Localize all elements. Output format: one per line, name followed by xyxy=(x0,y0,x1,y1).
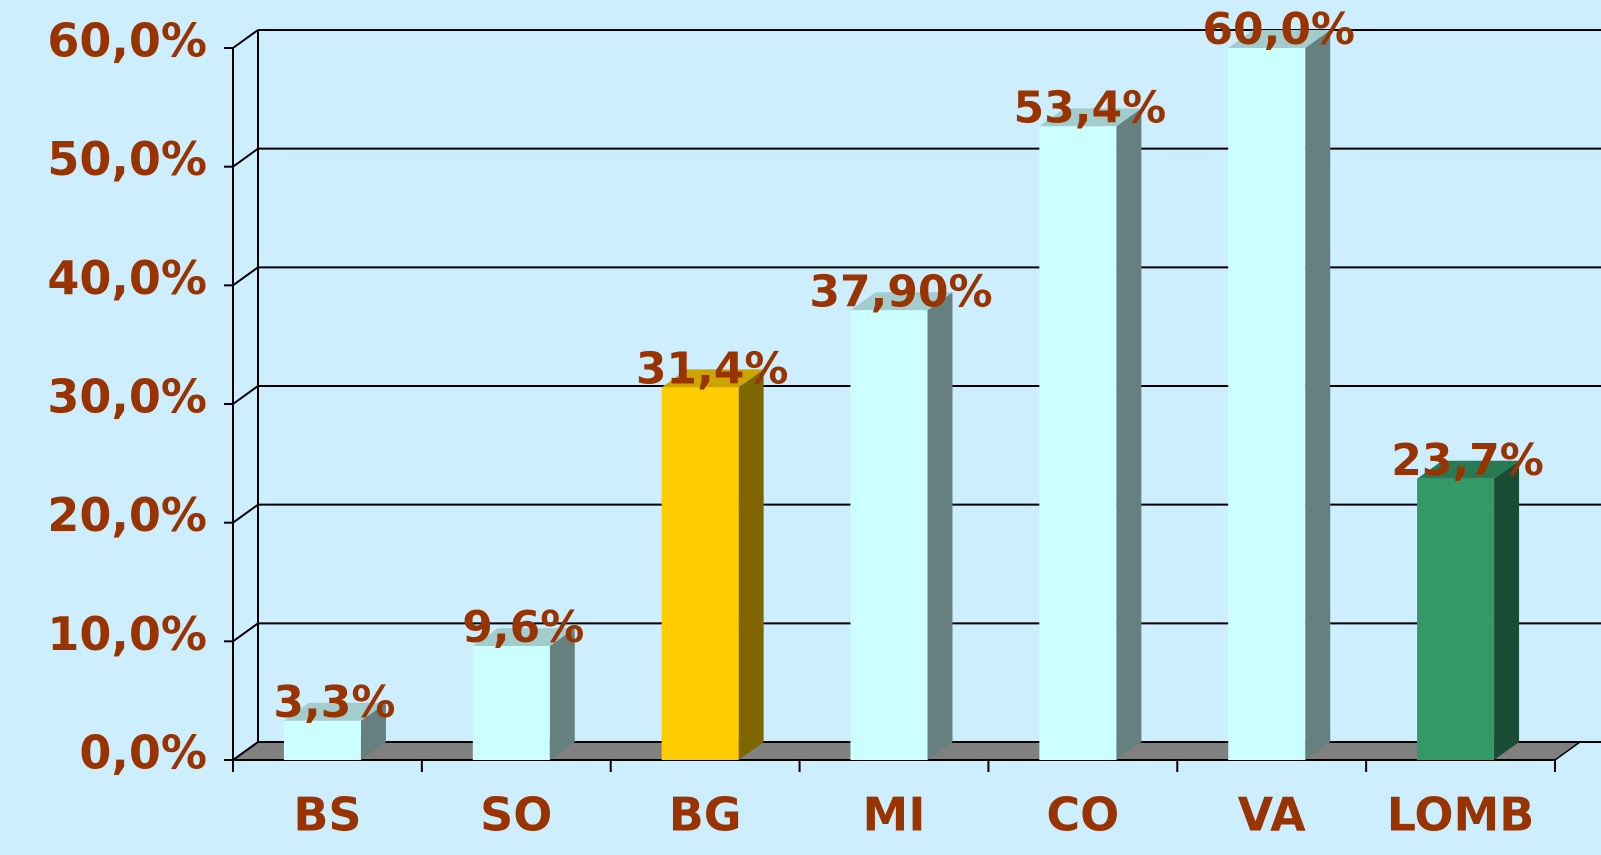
grid-line-side xyxy=(232,29,259,49)
bar-top xyxy=(1039,108,1142,127)
bar xyxy=(472,646,550,760)
data-label: 60,0% xyxy=(1202,4,1355,55)
bar-top xyxy=(850,292,953,311)
bar-side xyxy=(927,292,953,760)
bar-side xyxy=(1116,108,1142,760)
bar-side xyxy=(1494,460,1520,760)
data-label: 3,3% xyxy=(273,677,395,728)
data-label: 37,90% xyxy=(809,266,992,317)
y-tick-label: 10,0% xyxy=(47,607,207,661)
bar-top xyxy=(283,702,386,721)
grid-line-side xyxy=(232,385,259,405)
x-tick-label: LOMB xyxy=(1387,788,1535,842)
bar xyxy=(1228,48,1306,760)
bar-side xyxy=(1305,30,1331,760)
x-tick-label: CO xyxy=(1046,788,1119,842)
data-label: 53,4% xyxy=(1014,82,1167,133)
bar-side xyxy=(738,369,764,760)
bar xyxy=(850,310,928,760)
bar xyxy=(1039,126,1117,760)
x-tick-label: BS xyxy=(293,788,361,842)
bar-top xyxy=(1228,30,1331,48)
bar-top xyxy=(472,628,575,647)
x-tick-label: MI xyxy=(863,788,926,842)
grid-line-side xyxy=(232,622,259,643)
x-tick-label: SO xyxy=(480,788,552,842)
grid-line-side xyxy=(232,266,259,287)
data-label: 23,7% xyxy=(1391,435,1544,486)
bar-side xyxy=(360,702,386,760)
bar-top xyxy=(1417,460,1520,479)
data-label: 9,6% xyxy=(462,602,584,653)
bar-side xyxy=(549,628,575,760)
x-tick-label: BG xyxy=(669,788,742,842)
y-tick-label: 30,0% xyxy=(47,370,207,424)
x-tick-label: VA xyxy=(1238,788,1306,842)
y-tick-label: 40,0% xyxy=(47,251,207,305)
data-label: 31,4% xyxy=(636,343,789,394)
grid-line-side xyxy=(232,503,259,524)
bar-top xyxy=(661,369,764,388)
y-tick-label: 20,0% xyxy=(47,488,207,542)
bar xyxy=(1417,478,1495,760)
grid-line-side xyxy=(232,741,259,761)
bar xyxy=(661,387,739,760)
grid-line-side xyxy=(232,147,259,168)
y-tick-label: 0,0% xyxy=(79,726,207,780)
y-tick-label: 60,0% xyxy=(47,14,207,68)
bar xyxy=(283,720,361,760)
y-tick-label: 50,0% xyxy=(47,132,207,186)
